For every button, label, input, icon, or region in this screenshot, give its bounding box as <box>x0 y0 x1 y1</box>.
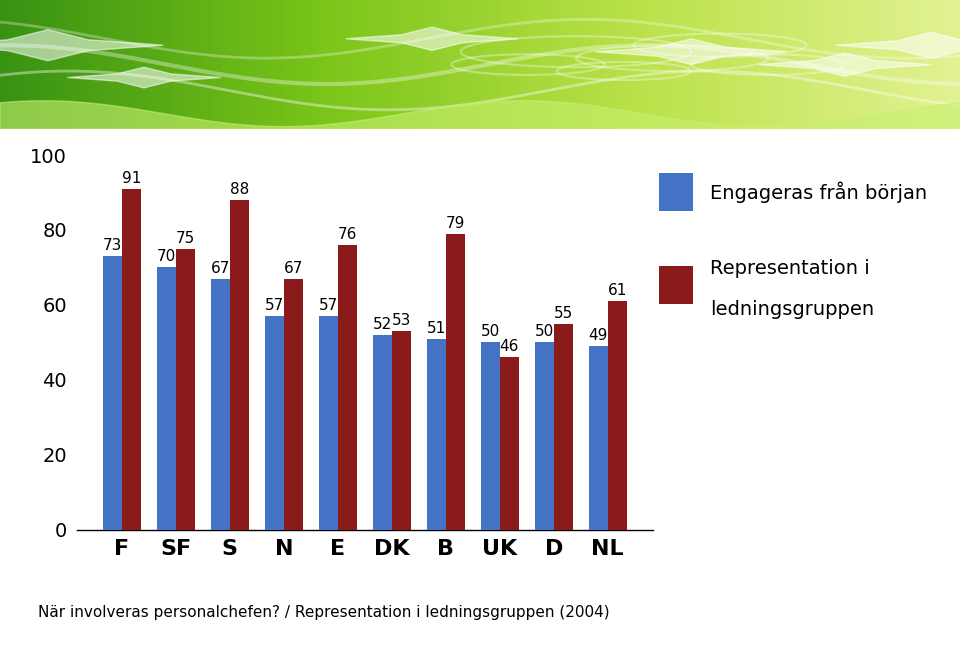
Text: Engageras från början: Engageras från början <box>710 182 927 203</box>
Text: 88: 88 <box>229 182 249 197</box>
Bar <box>211 278 229 530</box>
Bar <box>535 342 554 530</box>
Bar <box>103 256 122 530</box>
Text: 57: 57 <box>319 298 338 313</box>
Text: 57: 57 <box>265 298 284 313</box>
Text: 91: 91 <box>122 171 141 186</box>
Text: 70: 70 <box>156 249 176 264</box>
Bar <box>554 324 572 530</box>
Text: 76: 76 <box>338 227 357 242</box>
FancyBboxPatch shape <box>659 173 693 211</box>
Text: 61: 61 <box>608 283 627 298</box>
Bar <box>608 301 627 530</box>
Text: 46: 46 <box>499 339 519 355</box>
Bar <box>284 278 302 530</box>
Polygon shape <box>595 39 787 65</box>
Bar <box>445 234 465 530</box>
Text: 51: 51 <box>426 320 446 336</box>
FancyBboxPatch shape <box>659 266 693 304</box>
Text: 75: 75 <box>176 231 195 245</box>
Text: När involveras personalchefen? / Representation i ledningsgruppen (2004): När involveras personalchefen? / Represe… <box>38 605 610 620</box>
Polygon shape <box>835 32 960 58</box>
Bar <box>122 189 141 530</box>
Bar <box>372 335 392 530</box>
Text: 50: 50 <box>535 324 554 339</box>
Bar <box>427 339 445 530</box>
Bar <box>500 357 518 530</box>
Polygon shape <box>758 53 931 76</box>
Text: 73: 73 <box>103 238 122 253</box>
Bar <box>588 346 608 530</box>
Text: 49: 49 <box>588 328 608 343</box>
Bar <box>229 200 249 530</box>
Bar <box>481 342 500 530</box>
Text: Representation i: Representation i <box>710 259 870 278</box>
Text: 55: 55 <box>554 306 573 320</box>
Text: 67: 67 <box>283 261 303 276</box>
Polygon shape <box>0 30 163 61</box>
Bar <box>338 245 357 530</box>
Text: ledningsgruppen: ledningsgruppen <box>710 300 875 319</box>
Bar <box>319 316 338 530</box>
Text: 79: 79 <box>445 216 465 231</box>
Text: 53: 53 <box>392 313 411 328</box>
Bar <box>176 249 195 530</box>
Bar <box>157 267 176 530</box>
Polygon shape <box>67 67 221 88</box>
Bar <box>392 331 411 530</box>
Text: 52: 52 <box>372 317 392 332</box>
Bar <box>265 316 284 530</box>
Polygon shape <box>346 27 518 50</box>
Text: 50: 50 <box>481 324 500 339</box>
Text: 67: 67 <box>210 261 230 276</box>
